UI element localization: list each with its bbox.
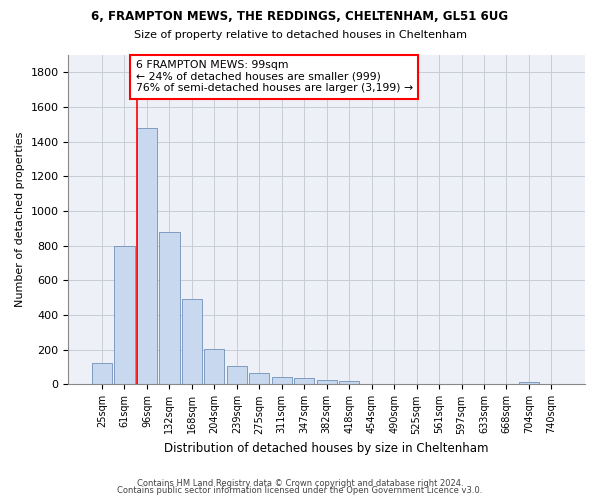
Text: 6 FRAMPTON MEWS: 99sqm
← 24% of detached houses are smaller (999)
76% of semi-de: 6 FRAMPTON MEWS: 99sqm ← 24% of detached… (136, 60, 413, 93)
Bar (294, 378, 314, 384)
X-axis label: Distribution of detached houses by size in Cheltenham: Distribution of detached houses by size … (164, 442, 489, 455)
Bar (339, 382, 359, 384)
Text: Size of property relative to detached houses in Cheltenham: Size of property relative to detached ho… (133, 30, 467, 40)
Bar (227, 366, 247, 384)
Bar (204, 349, 224, 384)
Bar (272, 376, 292, 384)
Text: Contains public sector information licensed under the Open Government Licence v3: Contains public sector information licen… (118, 486, 482, 495)
Bar (519, 382, 539, 384)
Bar (182, 300, 202, 384)
Y-axis label: Number of detached properties: Number of detached properties (15, 132, 25, 308)
Bar (159, 232, 179, 384)
Bar (249, 373, 269, 384)
Bar (317, 380, 337, 384)
Bar (137, 128, 157, 384)
Bar (115, 246, 134, 384)
Text: Contains HM Land Registry data © Crown copyright and database right 2024.: Contains HM Land Registry data © Crown c… (137, 478, 463, 488)
Text: 6, FRAMPTON MEWS, THE REDDINGS, CHELTENHAM, GL51 6UG: 6, FRAMPTON MEWS, THE REDDINGS, CHELTENH… (91, 10, 509, 23)
Bar (92, 363, 112, 384)
